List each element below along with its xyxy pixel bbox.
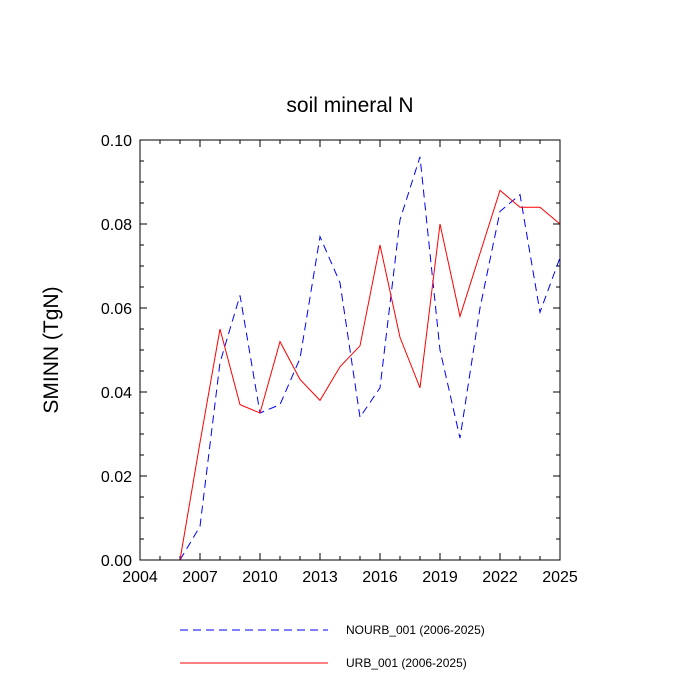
plot-frame [139, 139, 561, 561]
y-axis-label: SMINN (TgN) [40, 286, 63, 413]
y-tick-label: 0.04 [101, 385, 132, 402]
y-tick-label: 0.06 [101, 301, 132, 318]
legend-label: NOURB_001 (2006-2025) [346, 623, 485, 637]
x-tick-label: 2010 [242, 569, 278, 586]
series-line-nourb [179, 156, 561, 561]
y-tick-label: 0.08 [101, 217, 132, 234]
x-tick-label: 2016 [362, 569, 398, 586]
series-line-urb [179, 189, 561, 561]
y-tick-label: 0.10 [101, 133, 132, 150]
x-tick-label: 2007 [182, 569, 218, 586]
x-tick-label: 2025 [542, 569, 578, 586]
x-tick-label: 2013 [302, 569, 338, 586]
chart-title: soil mineral N [286, 94, 413, 117]
y-tick-label: 0.00 [101, 553, 132, 570]
x-tick-label: 2022 [482, 569, 518, 586]
legend-label: URB_001 (2006-2025) [346, 656, 467, 670]
x-tick-label: 2019 [422, 569, 458, 586]
y-tick-label: 0.02 [101, 469, 132, 486]
x-tick-label: 2004 [122, 569, 158, 586]
